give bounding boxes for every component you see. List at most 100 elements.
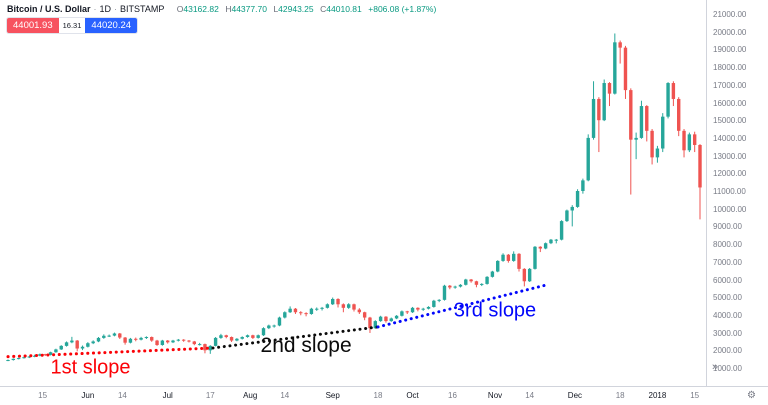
candle-body (517, 253, 521, 269)
price-tick-label: 16000.00 (713, 98, 747, 108)
candle-body (373, 321, 377, 329)
candle-body (16, 358, 21, 360)
candle-body (362, 312, 367, 318)
candle-body (38, 354, 42, 356)
candle-body (480, 283, 484, 285)
candle-body (394, 315, 399, 319)
candle-body (86, 343, 90, 347)
price-tick-label: 21000.00 (713, 10, 747, 19)
candle-body (32, 355, 37, 357)
buy-button[interactable]: 44020.24 (85, 18, 138, 33)
time-axis[interactable]: 15 Jun 14 Jul 17 Aug 14 Sep 18 Oct 16 Nov 14 Dec 18 201… (0, 386, 768, 405)
candle-body (607, 83, 612, 94)
candle-body (160, 340, 165, 345)
price-tick-label: 17000.00 (713, 80, 747, 90)
candle-body (315, 308, 319, 310)
time-tick-label: 18 (615, 391, 625, 400)
ohlc-open-label: O (176, 4, 184, 14)
go-to-realtime-chevrons-icon[interactable]: » (712, 361, 719, 373)
candle-body (6, 360, 10, 362)
slope-3-trendline[interactable] (376, 283, 548, 329)
time-tick-label: Oct (406, 391, 419, 400)
candle-body (144, 337, 149, 339)
slope-1-label[interactable]: 1st slope (50, 356, 130, 378)
slope-2-trendline[interactable] (211, 325, 380, 350)
candle-body (469, 279, 473, 282)
price-tick-label: 2000.00 (713, 346, 742, 356)
candle-body (538, 246, 543, 249)
candle-body (687, 134, 692, 151)
sell-button[interactable]: 44001.93 (7, 18, 59, 33)
slope-2-label[interactable]: 2nd slope (261, 334, 352, 357)
candle-body (618, 42, 622, 48)
candle-body (405, 311, 409, 313)
time-tick-label: 15 (38, 391, 48, 400)
candle-body (575, 191, 580, 207)
candle-body (256, 335, 260, 338)
candle-body (400, 311, 404, 316)
ohlc-high-label: H (225, 4, 232, 14)
candle-body (213, 337, 218, 346)
price-tick-label: 19000.00 (713, 45, 747, 55)
candle-body (432, 300, 436, 307)
candle-body (155, 340, 159, 345)
candle-body (682, 130, 686, 151)
time-tick-label: 16 (448, 391, 457, 400)
time-tick-label: 15 (690, 391, 700, 400)
separator-dot: · (114, 4, 118, 14)
candle-body (496, 260, 500, 272)
price-tick-label: 18000.00 (713, 63, 747, 73)
candle-body (506, 254, 511, 261)
candle-body (118, 333, 122, 338)
time-tick-label: Dec (567, 391, 583, 400)
candle-body (565, 210, 569, 222)
ohlc-close-label: C (320, 4, 327, 14)
candle-body (224, 335, 228, 338)
interval-label[interactable]: 1D (99, 4, 112, 14)
candle-body (325, 304, 330, 308)
buy-sell-widget: 44001.93 16.31 44020.24 (7, 18, 138, 33)
candle-body (623, 47, 628, 91)
candle-body (410, 307, 415, 313)
candle-body (448, 285, 452, 288)
candle-body (203, 344, 207, 351)
slope-1-trendline[interactable] (6, 346, 215, 359)
candle-body (437, 299, 441, 301)
ohlc-values: O43162.82 H44377.70 L42943.25 C44010.81 … (173, 4, 437, 14)
candle-body (346, 304, 351, 308)
price-tick-label: 6000.00 (713, 275, 742, 285)
candle-body (192, 341, 197, 345)
candle-body (549, 239, 553, 244)
time-tick-label: Aug (243, 391, 258, 400)
candle-body (336, 298, 340, 305)
price-tick-label: 9000.00 (713, 222, 742, 232)
slope-3-label[interactable]: 3rd slope (454, 300, 536, 322)
settings-gear-icon[interactable]: ⚙ (747, 390, 756, 401)
candle-body (91, 341, 95, 344)
candle-body (112, 333, 117, 336)
candle-body (261, 328, 266, 336)
candle-body (554, 239, 558, 241)
price-axis[interactable]: 21000.00 20000.00 19000.00 18000.00 17000.00… (706, 0, 768, 387)
candle-body (543, 243, 548, 249)
candle-body (602, 83, 606, 121)
symbol-title[interactable]: Bitcoin / U.S. Dollar (7, 4, 91, 14)
candle-body (235, 338, 239, 341)
separator-dot: · (93, 4, 97, 14)
candle-body (591, 98, 596, 138)
candle-body (464, 279, 468, 285)
candle-body (139, 337, 143, 340)
exchange-label[interactable]: BITSTAMP (120, 4, 165, 14)
time-tick-label: 14 (280, 391, 290, 400)
time-tick-label: 18 (373, 391, 383, 400)
ohlc-low-label: L (273, 4, 279, 14)
candle-body (165, 340, 170, 343)
candle-body (299, 312, 303, 314)
candle-body (522, 268, 527, 282)
price-tick-label: 14000.00 (713, 133, 747, 143)
candle-body (527, 268, 532, 282)
candle-body (251, 335, 255, 338)
candle-body (368, 317, 372, 329)
candle-body (134, 338, 138, 340)
